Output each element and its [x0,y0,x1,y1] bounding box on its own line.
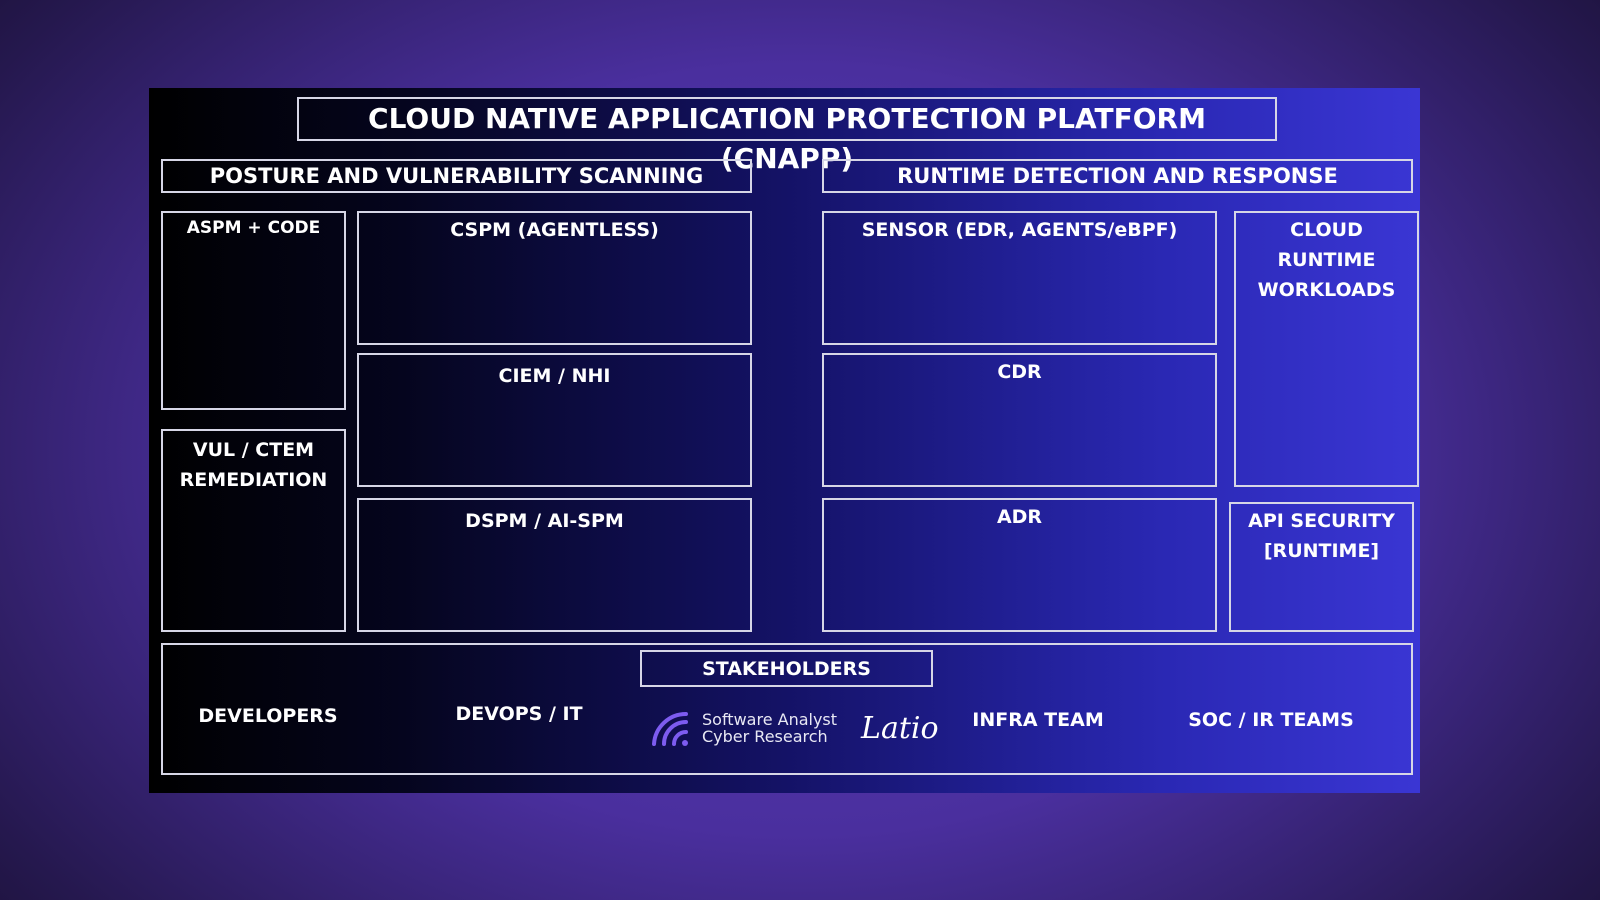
stakeholder-developers: DEVELOPERS [198,705,338,727]
latio-logo: Latio [861,710,939,746]
posture-header: POSTURE AND VULNERABILITY SCANNING [161,159,752,193]
cloud-runtime-box: CLOUD RUNTIME WORKLOADS [1234,211,1419,487]
stakeholder-soc: SOC / IR TEAMS [1188,709,1354,731]
stakeholder-infra: INFRA TEAM [972,709,1104,731]
adr-box: ADR [822,498,1217,632]
stakeholders-box [161,643,1413,775]
logo-line: Software Analyst [702,710,838,729]
vul-line: REMEDIATION [179,469,328,491]
api-security-box: API SECURITY [RUNTIME] [1229,502,1414,632]
diagram-title: CLOUD NATIVE APPLICATION PROTECTION PLAT… [297,97,1277,175]
sensor-box: SENSOR (EDR, AGENTS/eBPF) [822,211,1217,345]
cnapp-diagram [149,88,1420,793]
sponsor-logos: Software Analyst Cyber Research Latio [650,708,939,748]
cdr-box: CDR [822,353,1217,487]
api-line: API SECURITY [1248,510,1395,532]
logo-line: Cyber Research [702,727,828,746]
cspm-box: CSPM (AGENTLESS) [357,211,752,345]
cloud-line: WORKLOADS [1257,279,1396,301]
wifi-signal-icon [652,711,688,746]
dspm-box: DSPM / AI-SPM [357,498,752,632]
stakeholder-devops: DEVOPS / IT [455,703,583,725]
cloud-line: CLOUD [1290,219,1363,241]
software-analyst-logo: Software Analyst Cyber Research [702,711,837,745]
vul-line: VUL / CTEM [192,439,315,461]
api-line: [RUNTIME] [1263,540,1380,562]
vul-box: VUL / CTEM REMEDIATION [161,429,346,632]
ciem-box: CIEM / NHI [357,353,752,487]
runtime-header: RUNTIME DETECTION AND RESPONSE [822,159,1413,193]
aspm-box: ASPM + CODE [161,211,346,410]
stakeholders-header: STAKEHOLDERS [640,650,933,687]
cloud-line: RUNTIME [1277,249,1376,271]
